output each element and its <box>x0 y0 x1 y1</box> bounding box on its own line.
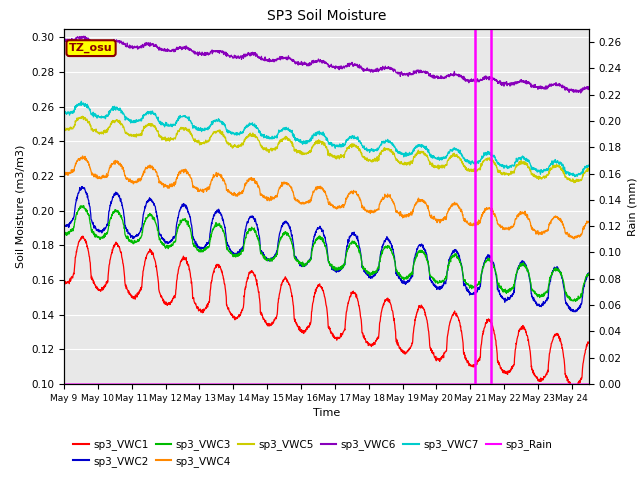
sp3_VWC1 <box>87 271 95 277</box>
sp3_VWC1 <box>316 281 323 287</box>
sp3_VWC5 <box>570 178 577 183</box>
sp3_VWC4 <box>570 235 577 240</box>
Line: sp3_VWC4: sp3_VWC4 <box>64 156 589 239</box>
sp3_VWC4 <box>79 153 86 159</box>
sp3_VWC3 <box>301 261 309 266</box>
sp3_VWC7 <box>316 130 323 136</box>
sp3_VWC1 <box>60 278 68 284</box>
sp3_VWC7 <box>571 174 579 180</box>
sp3_VWC7 <box>77 98 85 104</box>
sp3_VWC3 <box>570 298 578 304</box>
sp3_VWC4 <box>316 185 323 191</box>
Line: sp3_VWC6: sp3_VWC6 <box>64 36 589 93</box>
sp3_VWC2 <box>79 184 86 190</box>
sp3_VWC7 <box>585 163 593 169</box>
sp3_VWC2 <box>585 272 593 277</box>
sp3_VWC1 <box>79 233 87 239</box>
sp3_VWC7 <box>474 158 481 164</box>
sp3_VWC2 <box>572 309 579 314</box>
Text: TZ_osu: TZ_osu <box>69 43 113 53</box>
sp3_VWC6 <box>301 61 309 67</box>
sp3_VWC6 <box>585 85 593 91</box>
sp3_VWC7 <box>570 171 578 177</box>
sp3_VWC7 <box>87 112 95 118</box>
sp3_VWC2 <box>570 308 578 313</box>
sp3_VWC1 <box>573 385 580 391</box>
sp3_VWC4 <box>585 218 593 224</box>
Line: sp3_VWC7: sp3_VWC7 <box>64 101 589 177</box>
sp3_VWC3 <box>585 271 593 276</box>
sp3_VWC1 <box>570 384 578 390</box>
sp3_VWC3 <box>570 298 577 303</box>
sp3_VWC6 <box>316 59 323 65</box>
Legend: sp3_VWC1, sp3_VWC2, sp3_VWC3, sp3_VWC4, sp3_VWC5, sp3_VWC6, sp3_VWC7, sp3_Rain: sp3_VWC1, sp3_VWC2, sp3_VWC3, sp3_VWC4, … <box>69 435 557 471</box>
sp3_VWC7 <box>301 138 309 144</box>
sp3_VWC5 <box>60 125 68 131</box>
sp3_VWC4 <box>474 219 481 225</box>
sp3_VWC5 <box>301 150 309 156</box>
sp3_VWC3 <box>316 233 323 239</box>
sp3_VWC2 <box>316 225 323 231</box>
sp3_VWC1 <box>570 383 577 389</box>
sp3_VWC5 <box>474 167 481 173</box>
X-axis label: Time: Time <box>313 408 340 418</box>
Y-axis label: Rain (mm): Rain (mm) <box>627 177 637 236</box>
Y-axis label: Soil Moisture (m3/m3): Soil Moisture (m3/m3) <box>15 144 26 268</box>
Line: sp3_VWC2: sp3_VWC2 <box>64 187 589 312</box>
sp3_VWC1 <box>301 329 309 335</box>
sp3_VWC2 <box>60 223 68 229</box>
Line: sp3_VWC3: sp3_VWC3 <box>64 206 589 301</box>
sp3_VWC5 <box>79 113 86 119</box>
sp3_VWC2 <box>474 288 481 294</box>
sp3_VWC4 <box>570 234 578 240</box>
sp3_VWC2 <box>301 261 309 266</box>
sp3_VWC5 <box>316 140 323 146</box>
Title: SP3 Soil Moisture: SP3 Soil Moisture <box>267 10 386 24</box>
sp3_VWC3 <box>474 281 481 287</box>
sp3_VWC6 <box>577 90 584 96</box>
sp3_VWC1 <box>474 359 481 364</box>
sp3_VWC4 <box>60 168 68 174</box>
sp3_VWC5 <box>570 179 578 184</box>
sp3_VWC3 <box>572 298 579 304</box>
sp3_VWC7 <box>570 172 577 178</box>
sp3_VWC2 <box>570 309 577 314</box>
sp3_VWC4 <box>301 200 309 205</box>
Line: sp3_VWC5: sp3_VWC5 <box>64 116 589 183</box>
sp3_VWC6 <box>60 37 68 43</box>
sp3_VWC6 <box>87 38 95 44</box>
sp3_VWC6 <box>570 87 578 93</box>
sp3_VWC4 <box>87 168 95 174</box>
sp3_VWC2 <box>87 216 95 222</box>
sp3_VWC7 <box>60 109 68 115</box>
sp3_VWC6 <box>570 88 577 94</box>
sp3_VWC3 <box>87 225 95 231</box>
sp3_VWC3 <box>60 229 68 235</box>
sp3_VWC5 <box>585 166 593 171</box>
sp3_VWC5 <box>87 125 95 131</box>
sp3_VWC3 <box>80 203 88 209</box>
Line: sp3_VWC1: sp3_VWC1 <box>64 236 589 388</box>
sp3_VWC6 <box>80 33 88 39</box>
sp3_VWC6 <box>474 76 481 82</box>
sp3_VWC5 <box>570 180 578 186</box>
sp3_VWC4 <box>570 236 578 242</box>
sp3_VWC1 <box>585 340 593 346</box>
